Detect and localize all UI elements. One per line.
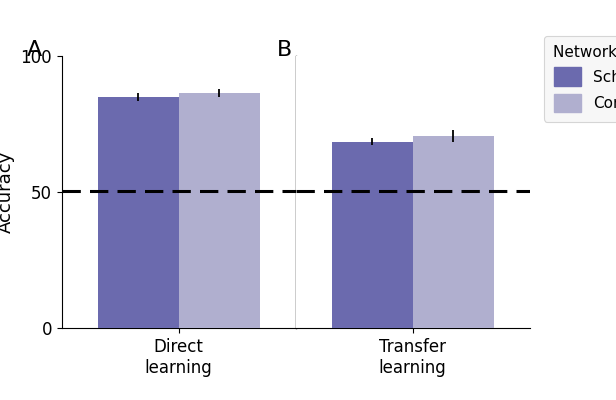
Text: B: B xyxy=(277,40,292,60)
Bar xyxy=(332,142,413,328)
Bar xyxy=(413,136,493,328)
Y-axis label: Accuracy: Accuracy xyxy=(0,151,15,233)
Legend: Schema, Control: Schema, Control xyxy=(543,36,616,122)
Text: A: A xyxy=(26,40,42,60)
Bar xyxy=(98,97,179,328)
Bar xyxy=(179,93,259,328)
